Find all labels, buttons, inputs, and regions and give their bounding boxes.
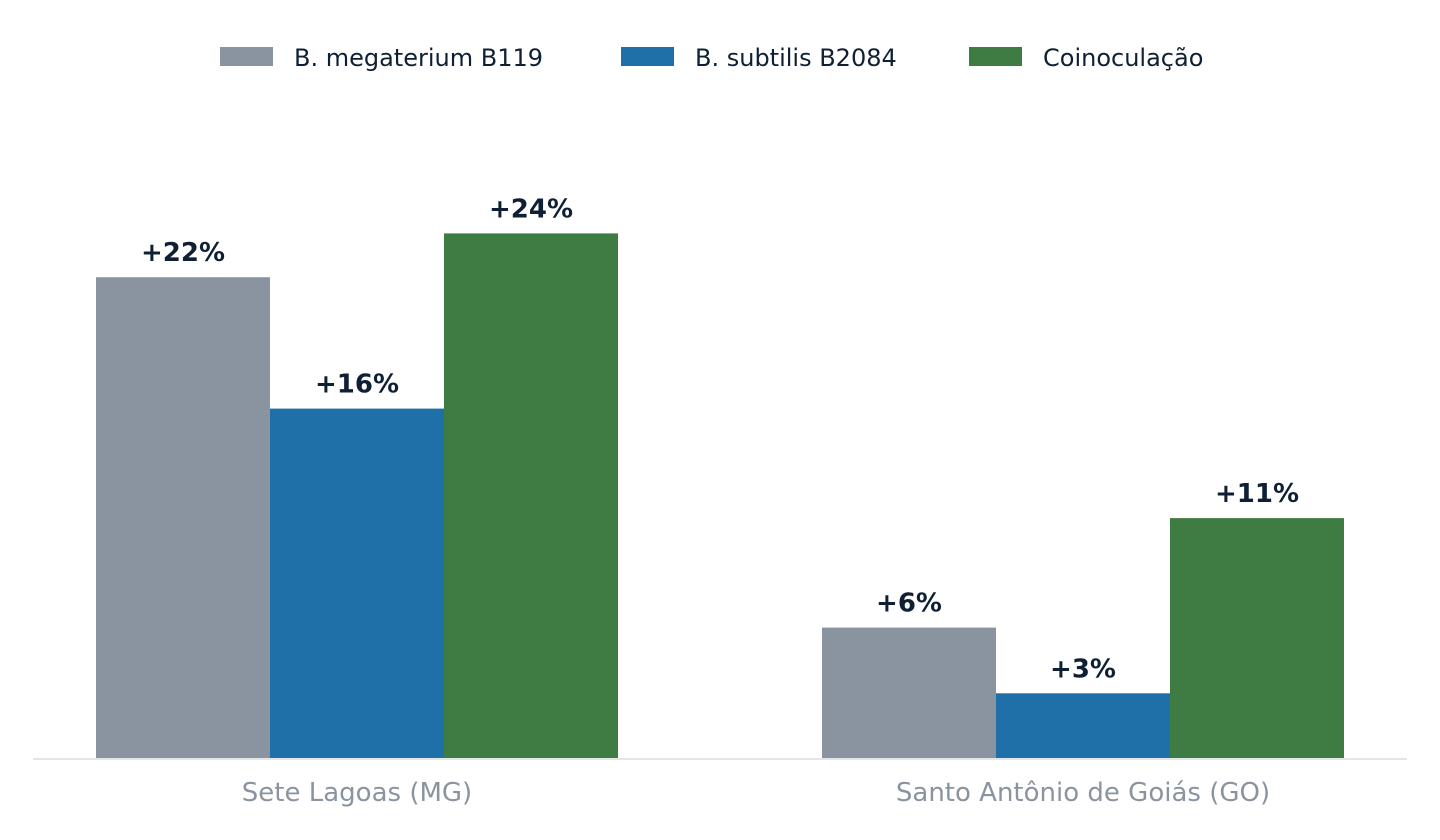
bar-value-labels: +22% +16% +24% +6% +3% +11% [141, 194, 1299, 684]
legend-label: Coinoculação [1043, 44, 1203, 72]
bar-value-label: +22% [141, 238, 225, 268]
x-tick-label: Santo Antônio de Goiás (GO) [896, 778, 1270, 808]
bar-2-2 [996, 693, 1170, 759]
bar-value-label: +6% [876, 589, 942, 619]
bar-1-2 [270, 408, 444, 759]
legend-swatch [220, 47, 273, 66]
bar-value-label: +11% [1215, 479, 1299, 509]
legend-label: B. subtilis B2084 [695, 44, 897, 72]
bar-value-label: +3% [1050, 654, 1116, 684]
x-tick-label: Sete Lagoas (MG) [242, 778, 472, 808]
bar-2-3 [1170, 518, 1344, 759]
bar-2-1 [822, 627, 996, 759]
legend-swatch [621, 47, 674, 66]
x-tick-labels: Sete Lagoas (MG) Santo Antônio de Goiás (… [242, 778, 1270, 808]
legend-label: B. megaterium B119 [294, 44, 543, 72]
bar-1-1 [96, 277, 270, 759]
legend-swatch [969, 47, 1022, 66]
legend-item: B. subtilis B2084 [621, 44, 897, 72]
bar-value-label: +24% [489, 194, 573, 224]
bar-1-3 [444, 233, 618, 759]
chart-legend: B. megaterium B119 B. subtilis B2084 Coino… [220, 44, 1203, 72]
bar-value-label: +16% [315, 370, 399, 400]
legend-item: B. megaterium B119 [220, 44, 543, 72]
chart-bars [96, 233, 1344, 759]
legend-item: Coinoculação [969, 44, 1203, 72]
